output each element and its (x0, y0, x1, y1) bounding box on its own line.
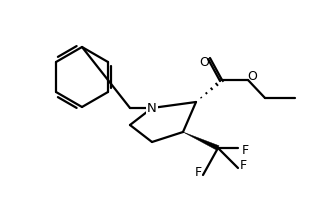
Text: F: F (194, 165, 202, 178)
Text: O: O (247, 70, 257, 82)
Text: F: F (242, 143, 249, 156)
Polygon shape (183, 132, 219, 150)
Text: F: F (240, 158, 247, 172)
Text: N: N (147, 101, 157, 114)
Text: O: O (199, 55, 209, 68)
